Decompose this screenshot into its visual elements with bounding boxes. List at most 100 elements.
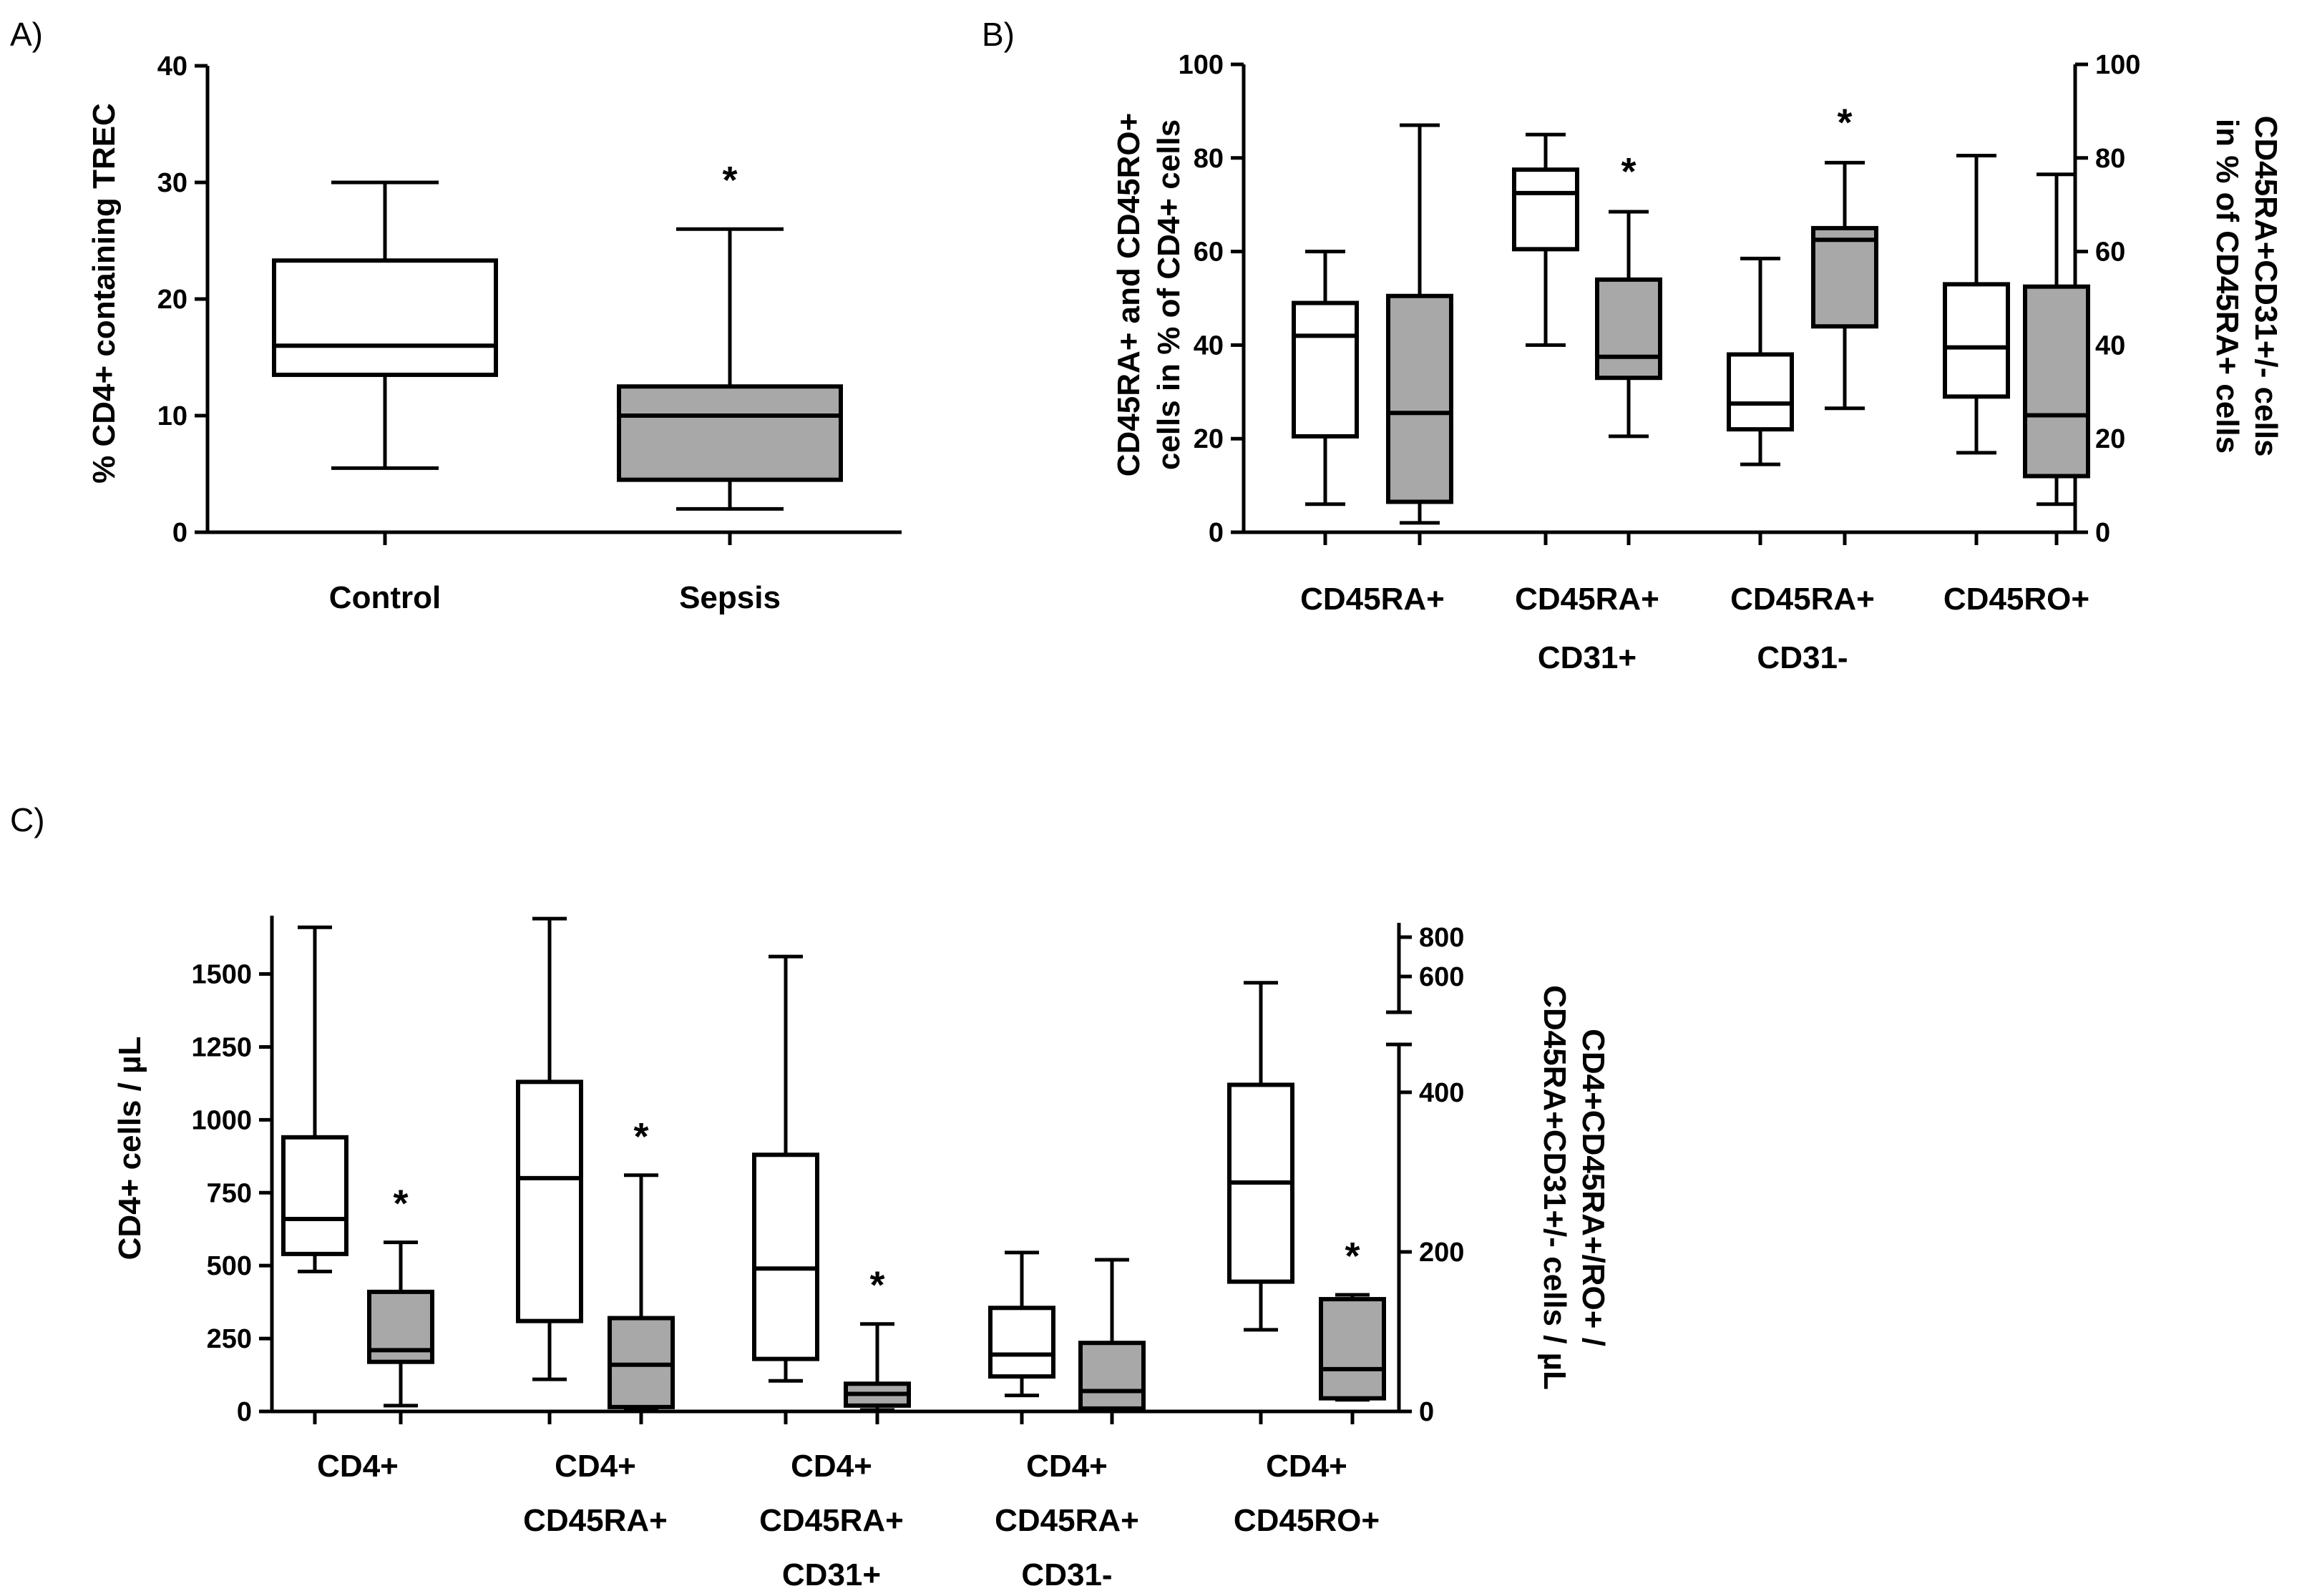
panel-c-category-label: CD4+ bbox=[555, 1449, 636, 1484]
panel-c-box-3: * bbox=[608, 1115, 675, 1412]
panel-b-category-label: CD45RA+ bbox=[1515, 582, 1659, 617]
panel-c-category-label: CD45RA+ bbox=[995, 1503, 1139, 1538]
panel-a-boxes: * bbox=[272, 159, 843, 511]
panel-a-ytick-label: 20 bbox=[157, 285, 187, 315]
panel-b-box-5: * bbox=[1811, 101, 1878, 411]
panel-c-category-label: CD45RA+ bbox=[523, 1503, 668, 1538]
panel-c-category-label: CD4+ bbox=[791, 1449, 872, 1484]
panel-c-box-2 bbox=[516, 916, 583, 1381]
panel-a-ytick-label: 30 bbox=[157, 168, 187, 198]
panel-b-ytick-right-label: 80 bbox=[2095, 144, 2125, 174]
panel-a-ticks: 0 10 20 30 40 bbox=[157, 52, 732, 548]
panel-c-ytick-left-label: 250 bbox=[207, 1324, 252, 1354]
panel-c-box-8 bbox=[1227, 981, 1294, 1332]
panel-c-box-9: * bbox=[1319, 1235, 1386, 1402]
panel-b-category-label: CD45RA+ bbox=[1300, 582, 1445, 617]
panel-b-box-5-star: * bbox=[1837, 101, 1852, 144]
panel-c-category-label: CD31+ bbox=[782, 1557, 881, 1592]
panel-b-boxes: ** bbox=[1292, 101, 2090, 525]
panel-c-axes bbox=[270, 916, 1412, 1414]
panel-b-ytick-left-label: 40 bbox=[1194, 331, 1224, 361]
panel-b-box-1 bbox=[1386, 123, 1453, 525]
panel-c-box-6 bbox=[988, 1250, 1055, 1398]
panel-b-category-label: CD45RO+ bbox=[1943, 582, 2089, 617]
panel-c-category-label: CD31- bbox=[1021, 1557, 1112, 1592]
panel-c-categories: CD4+ CD4+ CD45RA+ CD4+ CD45RA+ CD31+ CD4+ CD45R… bbox=[317, 1449, 1380, 1592]
panel-c-box-9-star: * bbox=[1345, 1235, 1360, 1278]
panel-b-ytick-left-label: 100 bbox=[1179, 50, 1224, 80]
panel-c-box-7 bbox=[1078, 1258, 1146, 1412]
panel-a-box-sepsis-star: * bbox=[722, 159, 737, 202]
panel-c-ytick-right-label: 600 bbox=[1419, 962, 1464, 992]
panel-a-box-sepsis-box bbox=[617, 384, 843, 482]
panel-b-box-7-box bbox=[2023, 284, 2090, 479]
panel-b-box-1-box bbox=[1386, 293, 1453, 504]
panel-c-category-label: CD4+ bbox=[1266, 1449, 1347, 1484]
panel-b-box-6-box bbox=[1943, 282, 2010, 399]
panel-b-chart: CD45RA+ and CD45RO+ cells in % of CD4+ c… bbox=[1111, 50, 2283, 675]
panel-b-ytick-right-label: 0 bbox=[2095, 518, 2110, 548]
panel-b-ticks: 0 0 20 20 40 40 60 60 80 80 100 100 bbox=[1179, 50, 2141, 548]
panel-a-box-control bbox=[272, 180, 498, 470]
panel-b-box-3: * bbox=[1595, 150, 1662, 439]
panel-a-box-sepsis: * bbox=[617, 159, 843, 511]
panel-b-ylabel-left-line1: CD45RA+ and CD45RO+ bbox=[1111, 113, 1146, 477]
panel-a-ylabel: % CD4+ containing TREC bbox=[87, 103, 122, 484]
panel-c-ytick-right-label: 0 bbox=[1419, 1397, 1434, 1427]
panel-c-box-9-box bbox=[1319, 1297, 1386, 1401]
panel-b-box-3-box bbox=[1595, 277, 1662, 381]
panel-b-category-label: CD31- bbox=[1757, 640, 1848, 675]
panel-c-category-label: CD4+ bbox=[1026, 1449, 1108, 1484]
panel-b-ytick-left-label: 60 bbox=[1194, 238, 1224, 268]
panel-b-ylabel-right-line2: in % of CD45RA+ cells bbox=[2210, 119, 2245, 454]
panel-c-box-1-star: * bbox=[393, 1183, 408, 1225]
panel-c-box-0-box bbox=[281, 1135, 348, 1256]
panel-b-box-6 bbox=[1943, 154, 2010, 455]
panel-a-category-label: Control bbox=[329, 580, 441, 615]
panel-b-box-7 bbox=[2023, 172, 2090, 506]
panel-c-category-label: CD45RO+ bbox=[1234, 1503, 1380, 1538]
panel-b-box-2-box bbox=[1512, 167, 1579, 252]
panel-a-ytick-label: 40 bbox=[157, 52, 187, 82]
panel-a-category-label: Sepsis bbox=[679, 580, 781, 615]
panel-c-ytick-left-label: 500 bbox=[207, 1251, 252, 1281]
panel-label-a: A) bbox=[10, 16, 43, 53]
panel-c-ytick-left-label: 750 bbox=[207, 1178, 252, 1208]
panel-c-ytick-right-label: 200 bbox=[1419, 1238, 1464, 1268]
panel-b-box-4 bbox=[1727, 256, 1794, 466]
panel-c-ytick-left-label: 1000 bbox=[191, 1105, 252, 1135]
panel-c-ylabel-right-line1: CD4+CD45RA+/RO+ / bbox=[1576, 1029, 1611, 1346]
panel-a-box-control-box bbox=[272, 258, 498, 377]
panel-c-ytick-left-label: 1500 bbox=[191, 960, 252, 990]
panel-c-box-1: * bbox=[367, 1183, 434, 1408]
panel-b-category-label: CD31+ bbox=[1538, 640, 1637, 675]
panel-c-category-label: CD4+ bbox=[317, 1449, 399, 1484]
panel-b-box-0-box bbox=[1292, 300, 1359, 439]
panel-b-category-label: CD45RA+ bbox=[1730, 582, 1875, 617]
panel-b-ytick-left-label: 0 bbox=[1209, 518, 1224, 548]
panel-c-ytick-left-label: 1250 bbox=[191, 1032, 252, 1062]
panel-b-ytick-right-label: 40 bbox=[2095, 331, 2125, 361]
panel-a-ytick-label: 10 bbox=[157, 401, 187, 431]
panel-b-ytick-left-label: 20 bbox=[1194, 424, 1224, 454]
panel-c-ticks: 0 250 500 750 1000 1250 1500 0 200 400 600 800 bbox=[191, 923, 1464, 1427]
panel-c-category-label: CD45RA+ bbox=[759, 1503, 904, 1538]
panel-c-box-3-box bbox=[608, 1316, 675, 1409]
panel-c-box-4-box bbox=[752, 1152, 819, 1361]
panel-c-box-4 bbox=[752, 954, 819, 1383]
panel-b-ytick-left-label: 80 bbox=[1194, 144, 1224, 174]
panel-b-categories: CD45RA+ CD45RA+ CD31+ CD45RA+ CD31- CD45RO+ bbox=[1300, 582, 2089, 675]
panel-c-box-2-box bbox=[516, 1079, 583, 1323]
panel-c-box-5: * bbox=[844, 1264, 911, 1412]
panel-b-ytick-right-label: 100 bbox=[2095, 50, 2140, 80]
panel-c-ytick-left-label: 0 bbox=[237, 1397, 252, 1427]
panel-c-boxes: * * * * bbox=[281, 916, 1386, 1412]
panel-b-box-2 bbox=[1512, 132, 1579, 347]
panel-b-box-0 bbox=[1292, 250, 1359, 506]
panel-a-ytick-label: 0 bbox=[172, 518, 187, 548]
panel-c-box-0 bbox=[281, 925, 348, 1273]
panel-c-box-6-box bbox=[988, 1306, 1055, 1379]
panel-label-c: C) bbox=[10, 801, 45, 838]
panel-c-ytick-right-label: 400 bbox=[1419, 1078, 1464, 1108]
